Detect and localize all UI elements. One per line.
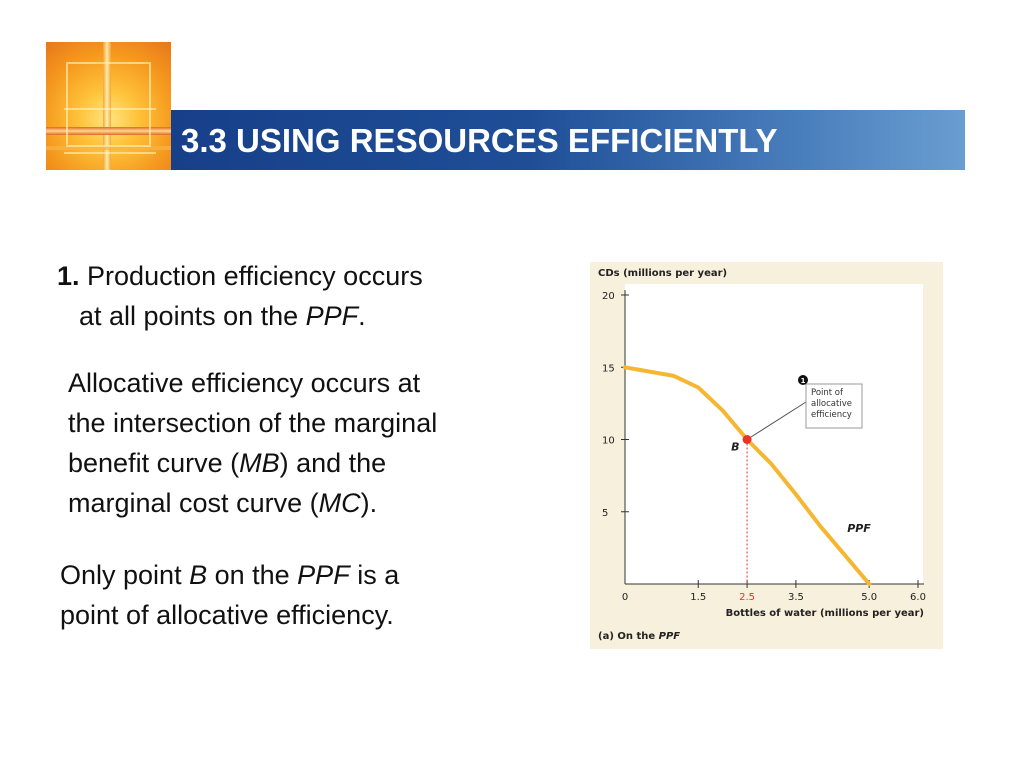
x-tick-label: 6.0: [910, 592, 926, 603]
point-1-ppf-italic: PPF: [305, 301, 359, 331]
y-axis-title: CDs (millions per year): [598, 268, 727, 279]
y-tick-label: 20: [602, 291, 615, 302]
point-1-line1: Production efficiency occurs: [79, 261, 423, 291]
callout-leader: [746, 401, 807, 440]
mc-italic: MC: [318, 488, 361, 518]
callout-text: Point of: [811, 388, 844, 398]
x-tick-label: 3.5: [788, 592, 804, 603]
callout-number: 1: [801, 377, 806, 385]
allocative-efficiency-paragraph: Allocative efficiency occurs at the inte…: [68, 363, 558, 523]
ppf-italic: PPF: [297, 560, 350, 590]
para2-line1: Allocative efficiency occurs at: [68, 368, 421, 398]
x-tick-label: 2.5: [739, 592, 755, 603]
callout-text: allocative: [811, 399, 852, 409]
cross-window-logo: [46, 42, 171, 170]
slide-title: 3.3 USING RESOURCES EFFICIENTLY: [181, 122, 778, 159]
point-1-line2: at all points on the: [79, 301, 306, 331]
mb-italic: MB: [239, 448, 280, 478]
ppf-curve: [623, 365, 872, 586]
para3-pre: Only point: [60, 560, 190, 590]
y-tick-label: 5: [602, 508, 608, 519]
point-b-italic: B: [189, 560, 208, 590]
para3-post: is a: [349, 560, 400, 590]
para2-line4-pre: marginal cost curve (: [68, 488, 319, 518]
point-b-label: B: [731, 441, 739, 454]
para2-line4-post: ).: [360, 488, 378, 518]
ppf-chart-panel: CDs (millions per year) 20 15 10 5 0 1.5 2.5 3.5…: [590, 262, 943, 649]
point-1-period: .: [358, 301, 366, 331]
para2-line3-pre: benefit curve (: [68, 448, 240, 478]
plot-area: [625, 284, 923, 584]
y-tick-label: 10: [602, 436, 615, 447]
x-tick-label: 0: [622, 592, 628, 603]
y-tick-label: 15: [602, 363, 615, 374]
x-tick-label: 5.0: [861, 592, 877, 603]
caption-ppf: PPF: [659, 631, 681, 642]
callout-number-badge: [798, 375, 808, 385]
ppf-curve-label: PPF: [847, 522, 871, 535]
para3-mid: on the: [207, 560, 298, 590]
para3-line2: point of allocative efficiency.: [60, 600, 394, 630]
para2-line2: the intersection of the marginal: [68, 408, 438, 438]
point-b-marker: [742, 435, 752, 444]
callout-box: [805, 383, 863, 429]
only-point-b-paragraph: Only point B on the PPF is a point of al…: [60, 555, 540, 635]
ppf-chart: CDs (millions per year) 20 15 10 5 0 1.5 2.5 3.5…: [598, 268, 926, 642]
point-1-text: 1. Production efficiency occurs at all p…: [57, 256, 557, 336]
para2-line3-post: ) and the: [279, 448, 387, 478]
title-banner: 3.3 USING RESOURCES EFFICIENTLY: [171, 110, 965, 170]
callout-text: efficiency: [811, 410, 852, 420]
chart-caption: (a) On the PPF: [598, 631, 680, 642]
x-axis-title: Bottles of water (millions per year): [726, 608, 924, 619]
point-1-number: 1.: [57, 261, 80, 291]
x-tick-label: 1.5: [690, 592, 706, 603]
